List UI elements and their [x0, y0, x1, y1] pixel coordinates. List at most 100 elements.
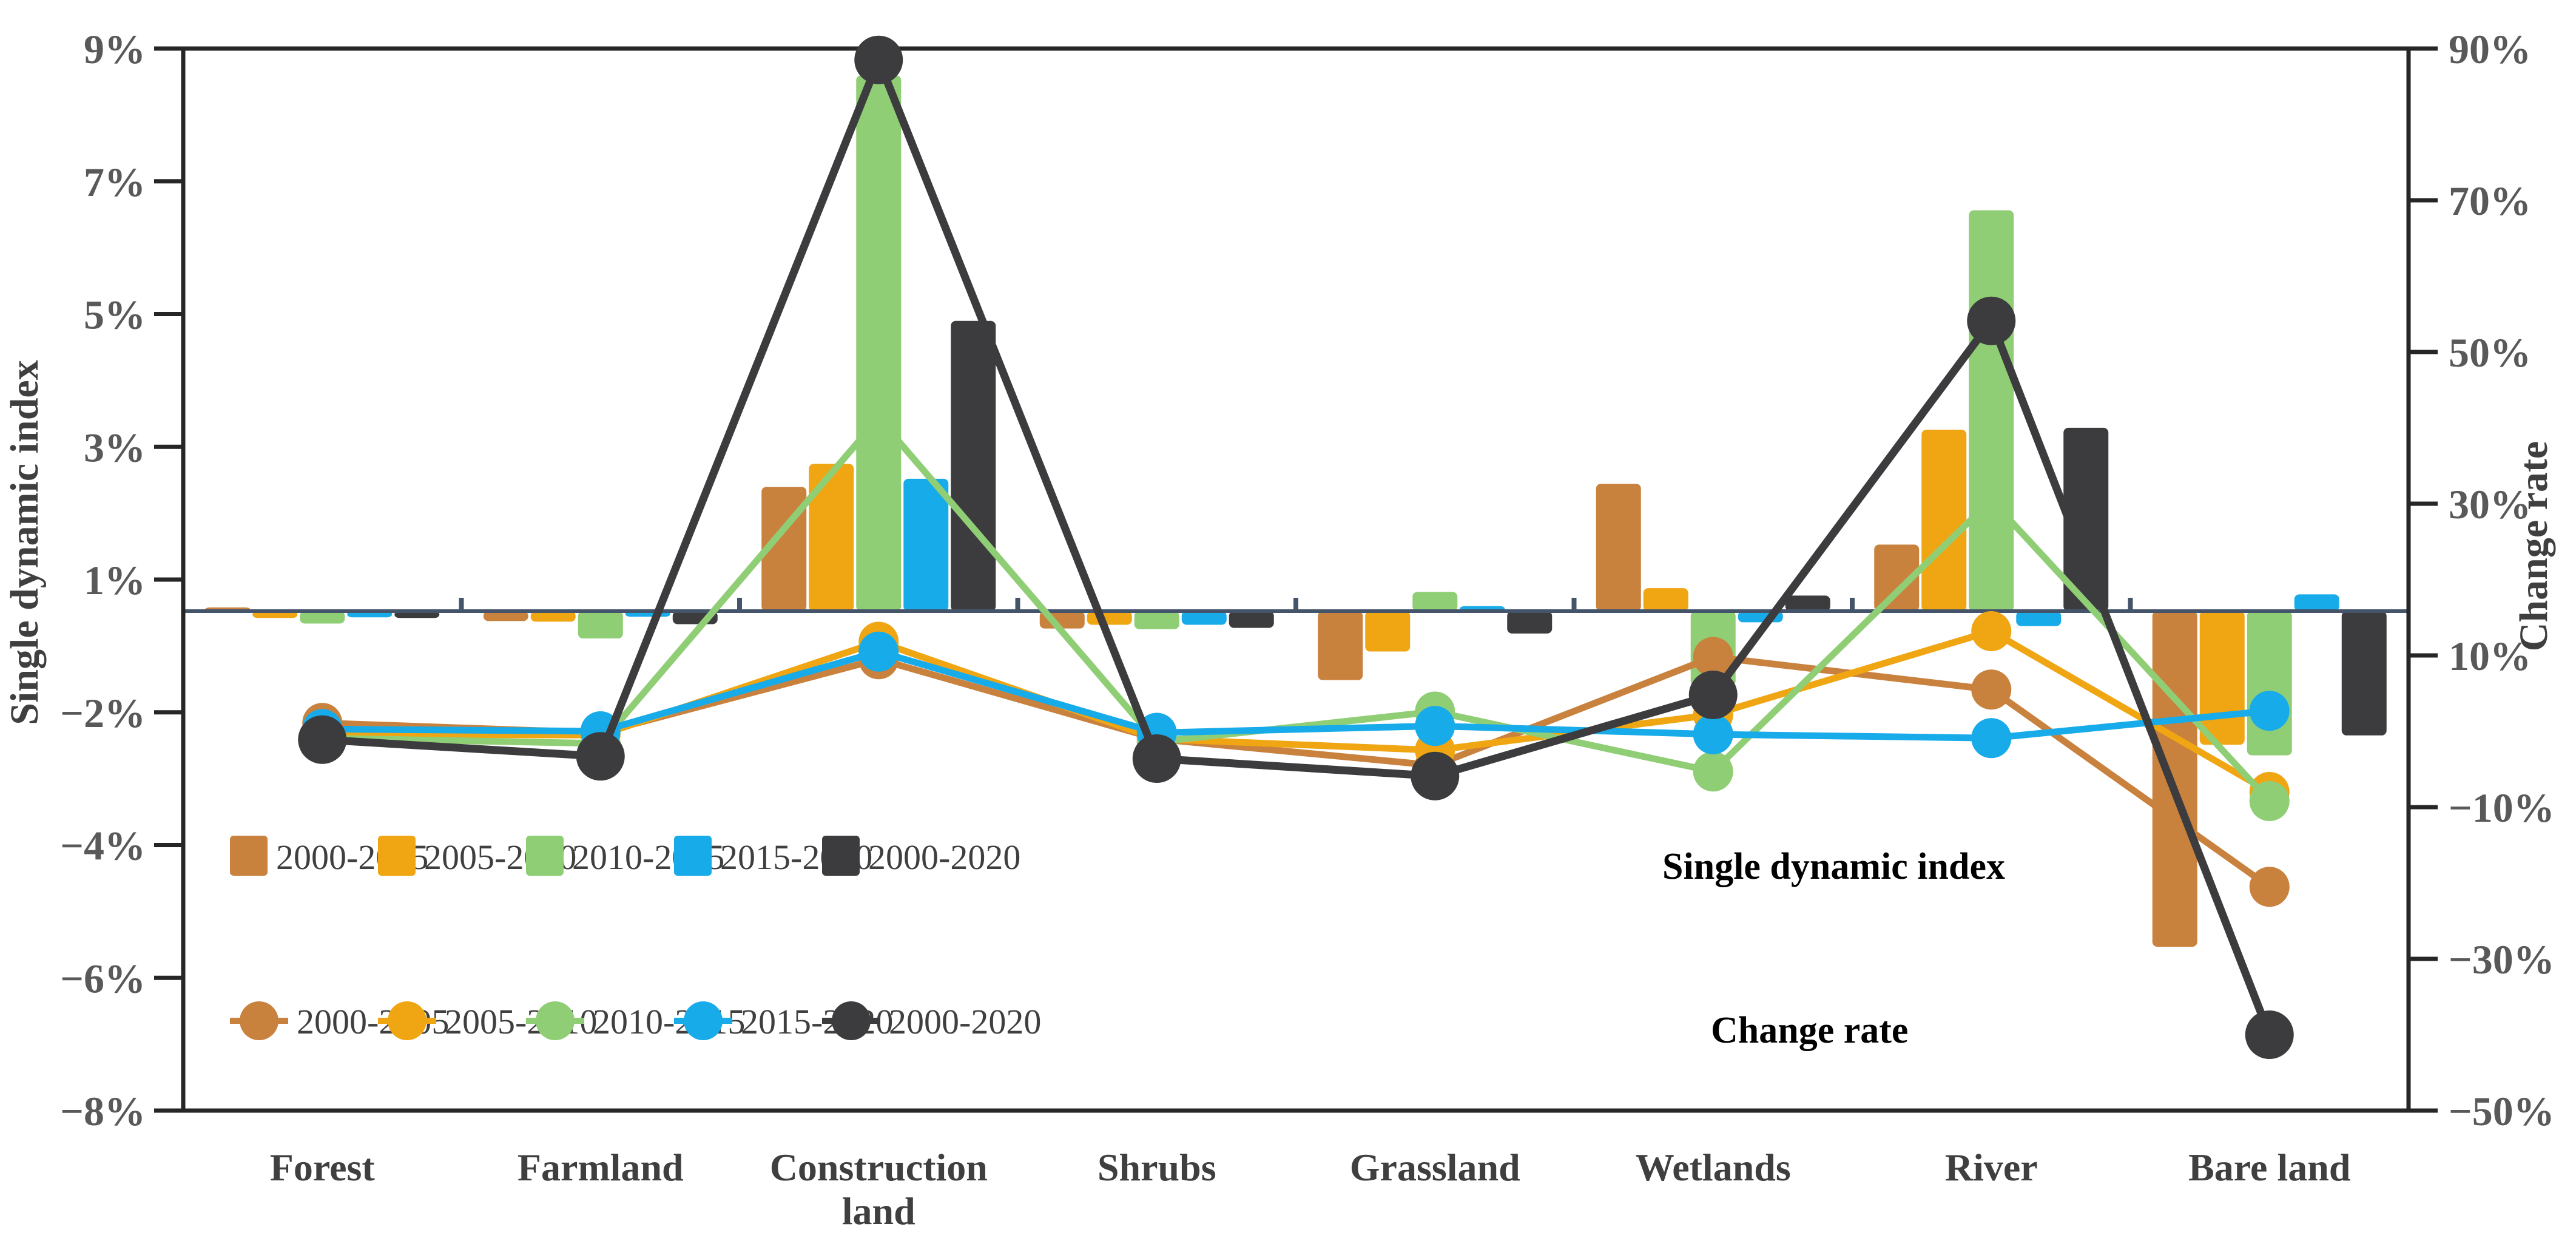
legend-line-marker-2000-2005 [240, 1001, 278, 1040]
legend-line-label-2000-2020: 2000-2020 [889, 1002, 1041, 1041]
category-label-shrubs: Shrubs [1097, 1146, 1216, 1189]
category-label-forest: Forest [270, 1146, 376, 1189]
left-tick-label: 3% [84, 424, 146, 470]
marker-2000-2005-wetlands [1693, 637, 1733, 677]
right-tick-label: 50% [2449, 330, 2531, 376]
bar-2005-2010-shrubs [1087, 611, 1132, 625]
axes-layer [154, 46, 2438, 1113]
legend-line-marker-2010-2015 [536, 1001, 575, 1040]
left-tick-label: 5% [84, 292, 146, 338]
axis-labels-layer: 9% 7% 5% 3% 1% −2% −4% −6% −8% 90% 70% 50% 30% 10% −10… [60, 26, 2555, 1233]
bar-2015-2020-bare-land [2294, 594, 2339, 611]
bar-2000-2005-river [1874, 544, 1920, 611]
line-2015-2020 [319, 648, 2273, 742]
right-axis-title: Change rate [2512, 441, 2556, 651]
right-tick-label: −30% [2449, 936, 2555, 983]
left-tick-label: −4% [60, 823, 146, 869]
marker-2000-2020-farmland [576, 732, 625, 781]
legend-layer: 2000-20052005-20102010-20152015-20202000… [230, 836, 1041, 1041]
bar-2010-2015-construction-land [856, 75, 902, 611]
bar-2000-2020-river [2063, 427, 2109, 611]
right-tick-label: 10% [2449, 633, 2531, 679]
bar-2005-2010-grassland [1365, 611, 1411, 652]
marker-2000-2020-grassland [1411, 751, 1460, 800]
left-axis-title: Single dynamic index [2, 360, 47, 725]
marker-2015-2020-wetlands [1693, 714, 1733, 754]
marker-2005-2010-river [1971, 611, 2012, 651]
legend-line-marker-2005-2010 [388, 1001, 427, 1040]
legend-bar-label-2000-2020: 2000-2020 [868, 837, 1020, 877]
bar-2005-2010-river [1921, 429, 1967, 611]
marker-2000-2020-forest [298, 715, 347, 764]
bar-2015-2020-shrubs [1181, 611, 1227, 625]
left-tick-label: −6% [60, 955, 146, 1001]
legend-bar-swatch-2000-2020 [822, 836, 860, 876]
category-label-river: River [1945, 1146, 2038, 1189]
category-label-bare-land: Bare land [2188, 1146, 2350, 1189]
marker-2015-2020-river [1971, 718, 2012, 759]
category-label-grassland: Grassland [1350, 1146, 1520, 1189]
marker-2000-2020-bare-land [2245, 1010, 2294, 1059]
marker-2000-2020-shrubs [1132, 734, 1181, 783]
marker-2000-2020-construction-land [854, 35, 903, 84]
left-tick-label: −8% [60, 1088, 146, 1134]
line-2000-2020 [318, 56, 2274, 1039]
bar-2010-2015-farmland [578, 611, 623, 639]
marker-2010-2015-bare-land [2249, 781, 2290, 821]
bar-2005-2010-wetlands [1643, 588, 1688, 611]
bar-2010-2015-grassland [1412, 592, 1458, 611]
left-tick-label: 7% [84, 159, 146, 205]
bar-2000-2020-shrubs [1229, 611, 1274, 628]
category-label-farmland: Farmland [518, 1146, 684, 1189]
legend-line-marker-2015-2020 [684, 1001, 723, 1040]
marker-2010-2015-river [1971, 479, 2012, 520]
left-tick-label: 1% [84, 557, 146, 603]
right-tick-label: 70% [2449, 178, 2531, 224]
bar-2000-2005-wetlands [1596, 484, 1641, 611]
legend-line-marker-2000-2020 [832, 1001, 871, 1040]
left-tick-label: −2% [60, 690, 146, 736]
marker-2000-2020-river [1967, 296, 2016, 345]
legend-line-group-title: Change rate [1711, 1010, 1908, 1051]
bar-2005-2010-construction-land [809, 464, 854, 611]
marker-2015-2020-bare-land [2249, 691, 2290, 731]
bar-2000-2020-grassland [1507, 611, 1553, 634]
bar-2000-2020-construction-land [951, 320, 996, 611]
bar-2000-2005-bare-land [2152, 611, 2197, 947]
right-tick-label: −50% [2449, 1088, 2555, 1134]
marker-2000-2005-river [1971, 669, 2012, 710]
legend-bar-swatch-2000-2005 [230, 836, 268, 876]
right-tick-label: −10% [2449, 785, 2555, 831]
legend-bar-swatch-2010-2015 [526, 836, 564, 876]
bar-2015-2020-river [2016, 611, 2062, 626]
bar-2000-2005-grassland [1318, 611, 1363, 680]
category-label-wetlands: Wetlands [1636, 1146, 1791, 1189]
line-series-layer [298, 35, 2294, 1059]
bar-2010-2015-bare-land [2247, 611, 2292, 756]
marker-2015-2020-construction-land [858, 631, 899, 672]
bar-2015-2020-construction-land [903, 478, 949, 611]
bar-series-layer [205, 75, 2387, 947]
left-tick-label: 9% [84, 26, 146, 72]
legend-bar-swatch-2015-2020 [674, 836, 712, 876]
category-label-construction-land: Construction land [770, 1146, 988, 1233]
bar-2005-2010-bare-land [2199, 611, 2245, 745]
bar-2000-2005-farmland [483, 611, 528, 621]
marker-2010-2015-construction-land [858, 398, 899, 438]
marker-2010-2015-wetlands [1693, 751, 1733, 792]
right-tick-label: 30% [2449, 481, 2531, 527]
bar-2010-2015-forest [300, 611, 345, 624]
bar-2010-2015-shrubs [1134, 611, 1179, 629]
marker-2015-2020-grassland [1415, 706, 1455, 746]
legend-bar-swatch-2005-2010 [378, 836, 416, 876]
right-tick-label: 90% [2449, 26, 2531, 72]
bar-2010-2015-river [1969, 210, 2014, 611]
bar-2005-2010-farmland [530, 611, 576, 622]
bar-2000-2020-wetlands [1785, 595, 1830, 611]
legend-bar-group-title: Single dynamic index [1662, 846, 2005, 887]
bar-2000-2020-bare-land [2341, 611, 2387, 736]
marker-2000-2020-wetlands [1688, 671, 1738, 719]
marker-2000-2005-bare-land [2249, 867, 2290, 907]
